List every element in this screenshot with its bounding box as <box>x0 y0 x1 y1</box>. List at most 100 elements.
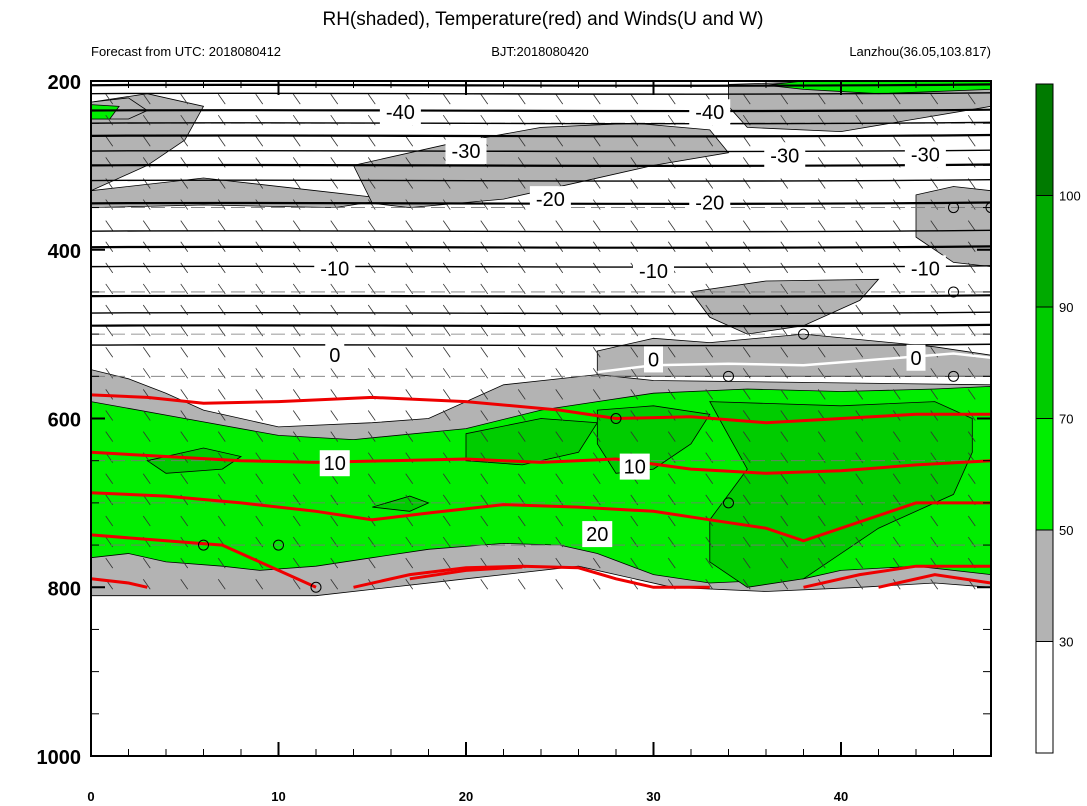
contour-label: -10 <box>633 257 674 284</box>
wind-barb <box>330 93 339 105</box>
wind-barb <box>667 93 676 105</box>
wind-barb <box>180 262 189 274</box>
wind-barb <box>780 178 789 189</box>
wind-barb <box>442 431 451 442</box>
wind-barb <box>892 389 901 400</box>
wind-barb <box>180 389 189 400</box>
wind-barb <box>442 494 451 506</box>
wind-barb <box>442 220 451 231</box>
wind-barb <box>480 431 489 442</box>
wind-barb <box>742 220 751 231</box>
contour-label: -20 <box>689 189 731 216</box>
wind-barb <box>742 368 751 379</box>
contour-label-bg <box>904 255 946 282</box>
wind-barb <box>780 579 789 590</box>
wind-barb <box>180 93 189 105</box>
colorbar-label: 100 <box>1059 189 1081 204</box>
contour-label: 0 <box>325 342 345 369</box>
wind-barb <box>405 431 414 442</box>
wind-barb <box>480 262 489 274</box>
wind-barb <box>180 136 189 147</box>
wind-barb <box>630 557 639 569</box>
wind-barb <box>817 93 826 105</box>
wind-barb <box>892 431 901 442</box>
wind-barb <box>742 452 751 463</box>
contour-label-text: 0 <box>329 345 340 367</box>
wind-barb <box>330 515 339 527</box>
wind-barb <box>630 389 639 400</box>
contour-label-bg <box>319 450 350 477</box>
chart-title: RH(shaded), Temperature(red) and Winds(U… <box>322 9 763 30</box>
wind-barb <box>367 557 376 569</box>
wind-barb <box>592 93 601 105</box>
contour-label-text: -30 <box>452 141 481 163</box>
wind-barb <box>405 262 414 274</box>
wind-barb <box>705 389 714 400</box>
contour-label-text: -20 <box>536 189 565 211</box>
wind-barb <box>780 410 789 421</box>
contour-label-bg <box>633 257 674 284</box>
contour-label-bg <box>619 453 650 480</box>
subtitle-left: Forecast from UTC: 2018080412 <box>91 44 281 59</box>
wind-barb <box>855 431 864 442</box>
wind-barb <box>967 262 976 274</box>
wind-barb <box>255 515 264 527</box>
wind-barb <box>517 346 526 358</box>
rh-region-13 <box>465 418 598 466</box>
calm-circle <box>948 202 959 214</box>
y-tick-label: 600 <box>48 410 81 432</box>
wind-barb <box>255 410 264 421</box>
y-tick-label: 400 <box>48 241 81 263</box>
wind-barb <box>442 368 451 379</box>
calm-circle <box>723 370 734 382</box>
wind-barb <box>705 136 714 147</box>
contour-label-bg <box>379 99 421 126</box>
wind-barb <box>667 431 676 442</box>
wind-barb <box>742 178 751 189</box>
wind-barb <box>555 410 564 421</box>
wind-barb <box>480 283 489 295</box>
wind-barb <box>780 93 789 105</box>
wind-barb <box>367 410 376 421</box>
wind-barb <box>817 220 826 231</box>
contour-label: 20 <box>582 521 613 548</box>
contour-label-text: -30 <box>770 145 799 167</box>
black-isotherm-line <box>91 108 991 113</box>
contour-label-text: 10 <box>324 453 346 475</box>
wind-barb <box>330 136 339 147</box>
wind-barb <box>105 220 114 231</box>
wind-barb <box>442 536 451 548</box>
wind-barb <box>517 579 526 590</box>
wind-barb <box>517 136 526 147</box>
wind-barb <box>180 473 189 485</box>
x-tick-label: 10 <box>271 789 285 804</box>
wind-barb <box>630 93 639 105</box>
wind-barb <box>742 136 751 147</box>
contour-label-text: -10 <box>911 258 940 280</box>
contour-label-bg <box>325 342 345 369</box>
contour-label-bg <box>689 99 731 126</box>
wind-barb <box>705 579 714 590</box>
contour-label: -30 <box>904 141 946 168</box>
contour-label-text: -40 <box>695 102 724 124</box>
wind-barb <box>817 262 826 274</box>
wind-barb <box>142 283 151 295</box>
x-tick-label: 0 <box>87 789 94 804</box>
wind-barb <box>892 93 901 105</box>
wind-barb <box>705 557 714 569</box>
wind-barb <box>592 136 601 147</box>
contour-label: 0 <box>906 344 926 371</box>
wind-barb <box>967 93 976 105</box>
wind-barb <box>967 473 976 485</box>
colorbar: 30 50 70 90 100 <box>1035 83 1081 754</box>
black-isotherm-line <box>91 163 991 167</box>
wind-barb <box>855 346 864 358</box>
wind-barb <box>817 389 826 400</box>
black-isotherm-line <box>91 179 991 182</box>
wind-barb <box>480 473 489 485</box>
wind-barb <box>555 93 564 105</box>
wind-barb <box>555 431 564 442</box>
contour-label-text: -30 <box>911 144 940 166</box>
wind-barb <box>855 473 864 485</box>
